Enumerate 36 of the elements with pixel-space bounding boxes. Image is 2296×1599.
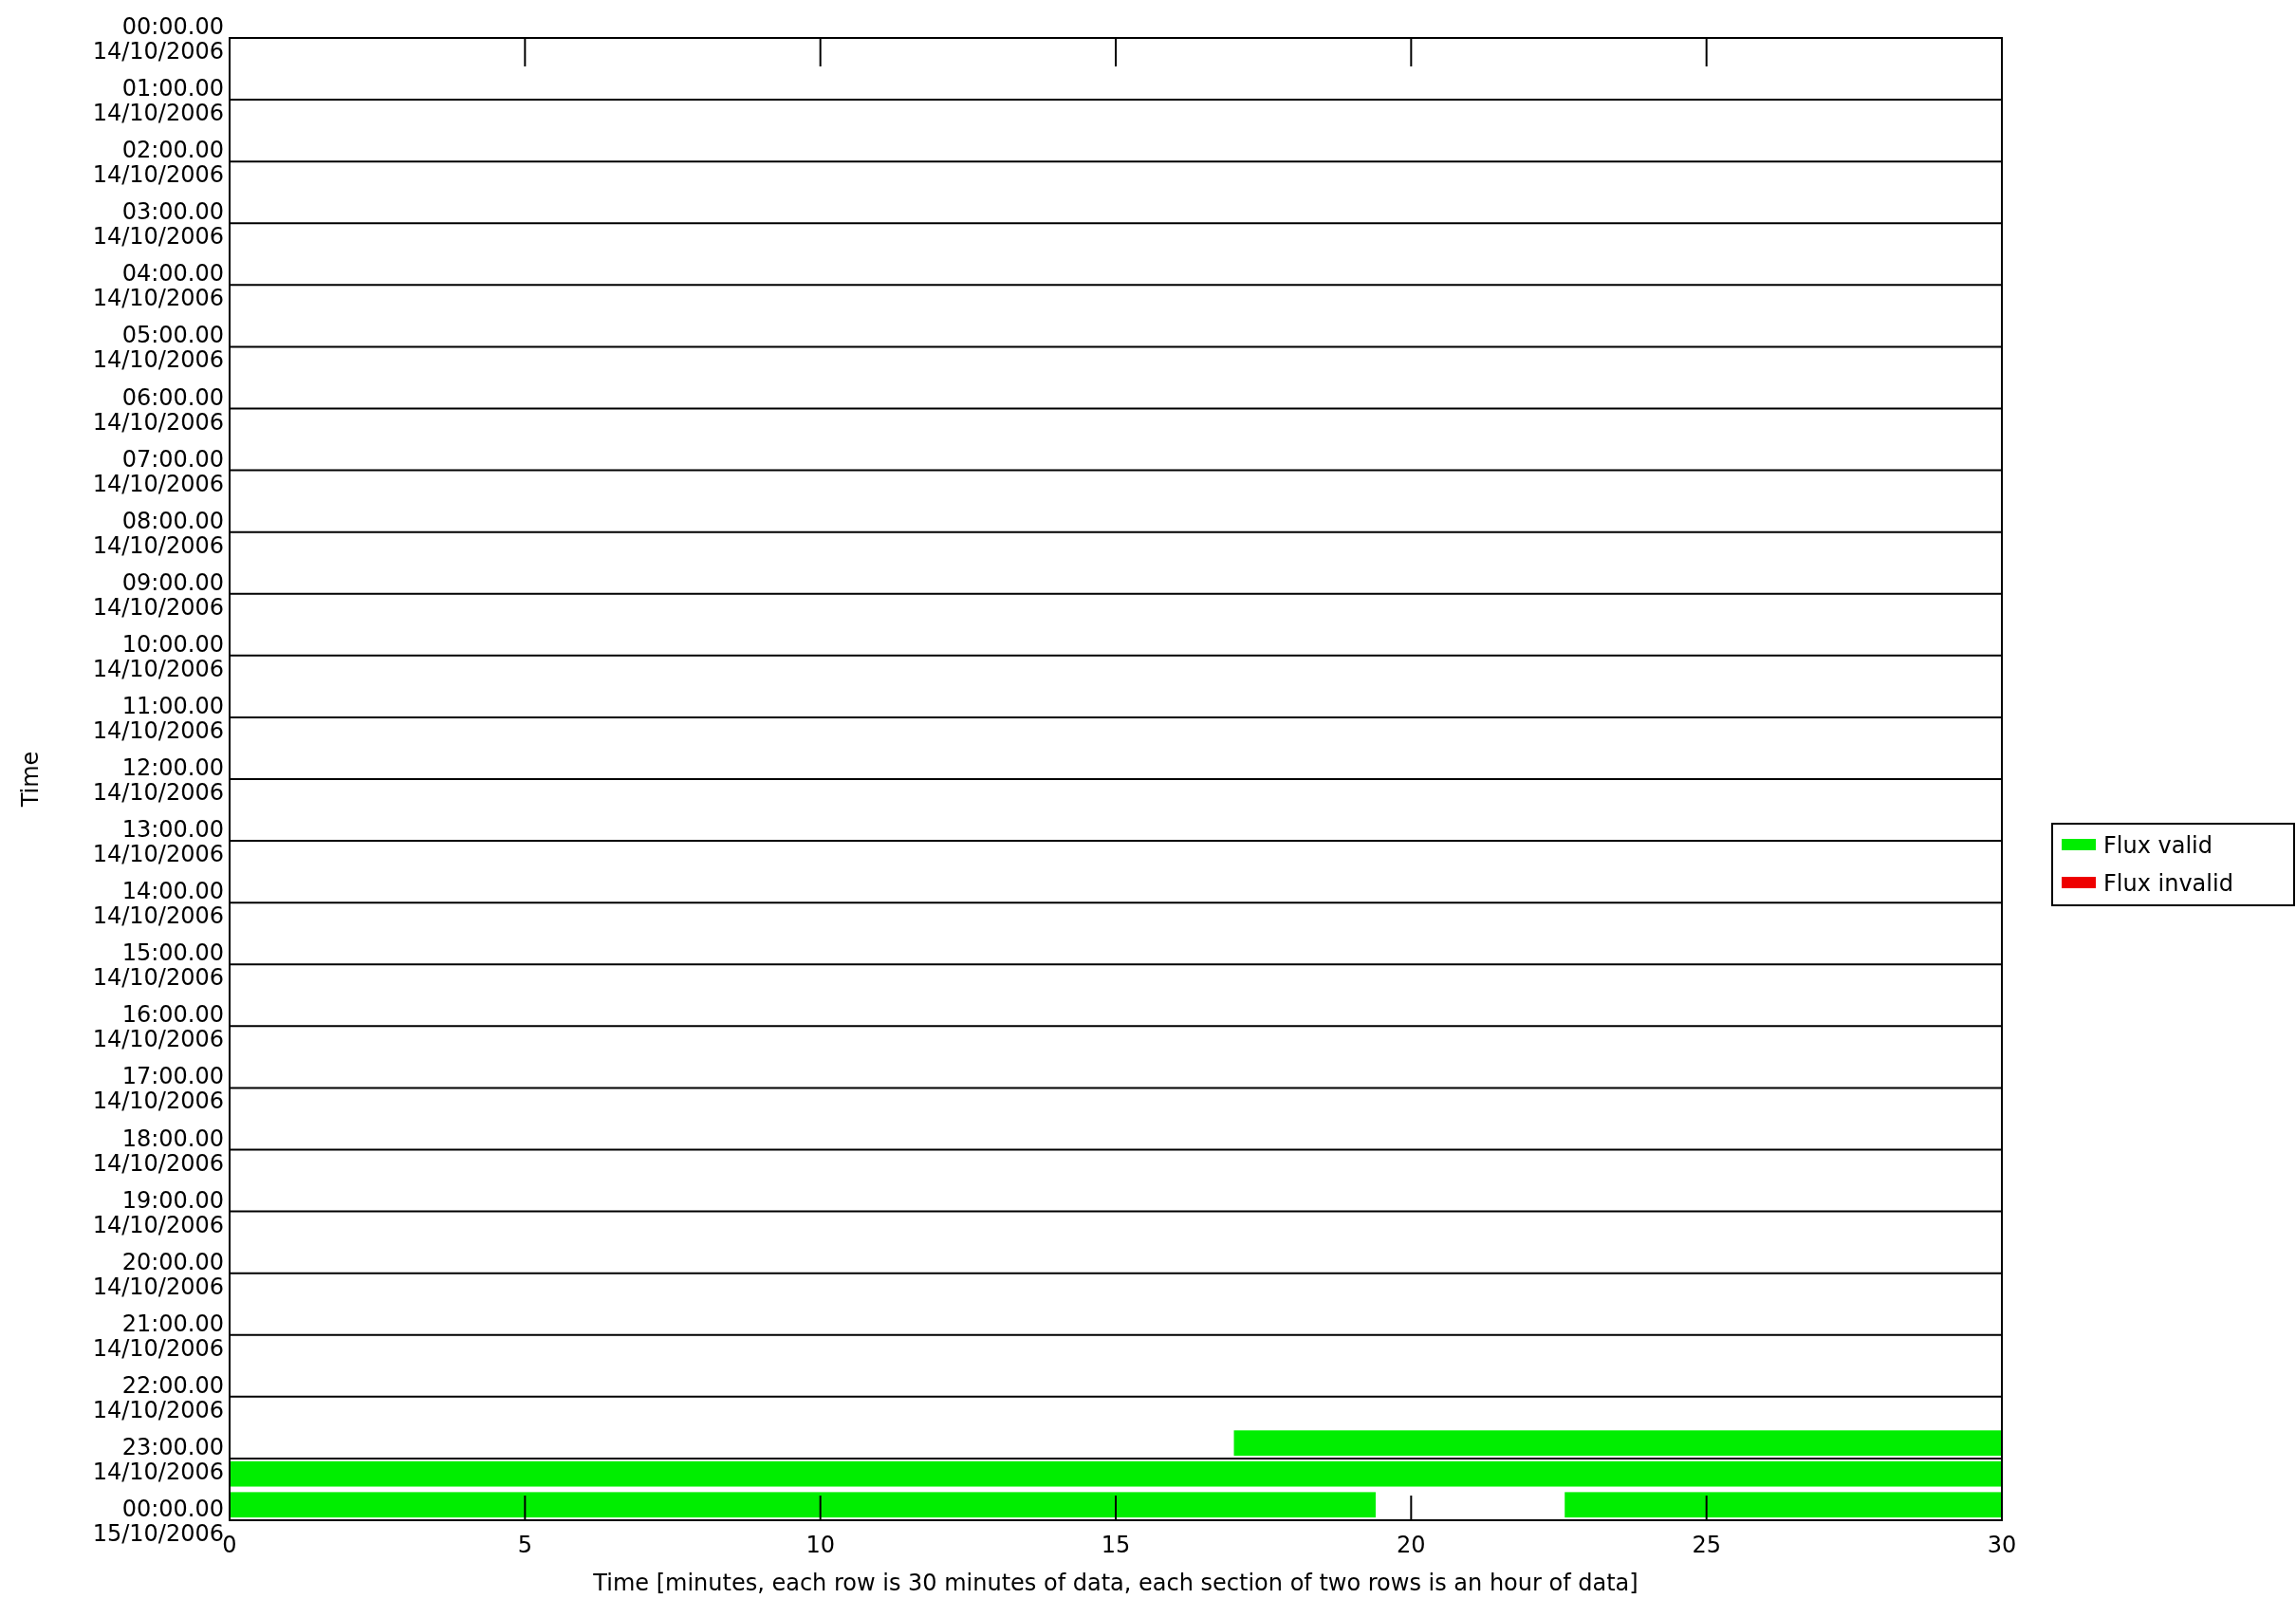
y-tick-label: 14:00.00 14/10/2006 xyxy=(92,878,224,930)
y-tick-label: 22:00.00 14/10/2006 xyxy=(92,1371,224,1423)
y-tick-label: 18:00.00 14/10/2006 xyxy=(92,1125,224,1177)
y-tick-label: 05:00.00 14/10/2006 xyxy=(92,322,224,374)
x-tick-label: 30 xyxy=(1987,1532,2017,1558)
x-axis-title: Time [minutes, each row is 30 minutes of data, each section of two rows is an hour of data] xyxy=(592,1570,1639,1596)
y-tick-label: 17:00.00 14/10/2006 xyxy=(92,1063,224,1115)
y-tick-label: 21:00.00 14/10/2006 xyxy=(92,1310,224,1362)
y-tick-label: 23:00.00 14/10/2006 xyxy=(92,1433,224,1485)
y-tick-label: 12:00.00 14/10/2006 xyxy=(92,754,224,806)
x-tick-label: 20 xyxy=(1397,1532,1426,1558)
x-tick-label: 10 xyxy=(805,1532,835,1558)
y-tick-label: 20:00.00 14/10/2006 xyxy=(92,1248,224,1300)
y-tick-label: 10:00.00 14/10/2006 xyxy=(92,630,224,682)
y-tick-label: 02:00.00 14/10/2006 xyxy=(92,137,224,189)
y-tick-label: 15:00.00 14/10/2006 xyxy=(92,939,224,992)
y-tick-label: 03:00.00 14/10/2006 xyxy=(92,198,224,251)
y-tick-label: 04:00.00 14/10/2006 xyxy=(92,260,224,312)
x-tick-label: 5 xyxy=(517,1532,532,1558)
y-tick-label: 09:00.00 14/10/2006 xyxy=(92,568,224,621)
y-tick-label: 00:00.00 15/10/2006 xyxy=(92,1496,224,1547)
legend-label: Flux valid xyxy=(2103,832,2213,859)
y-tick-label: 19:00.00 14/10/2006 xyxy=(92,1186,224,1238)
legend-label: Flux invalid xyxy=(2103,870,2233,897)
y-axis-title: Time xyxy=(17,751,44,809)
y-tick-label: 16:00.00 14/10/2006 xyxy=(92,1001,224,1053)
y-tick-label: 07:00.00 14/10/2006 xyxy=(92,445,224,497)
x-tick-label: 0 xyxy=(222,1532,237,1558)
y-tick-label: 13:00.00 14/10/2006 xyxy=(92,816,224,868)
y-tick-label: 08:00.00 14/10/2006 xyxy=(92,507,224,559)
y-tick-label: 00:00.00 14/10/2006 xyxy=(92,13,224,65)
y-tick-label: 06:00.00 14/10/2006 xyxy=(92,383,224,436)
x-tick-label: 15 xyxy=(1101,1532,1131,1558)
x-tick-label: 25 xyxy=(1692,1532,1721,1558)
y-tick-label: 01:00.00 14/10/2006 xyxy=(92,75,224,127)
y-tick-label: 11:00.00 14/10/2006 xyxy=(92,692,224,744)
